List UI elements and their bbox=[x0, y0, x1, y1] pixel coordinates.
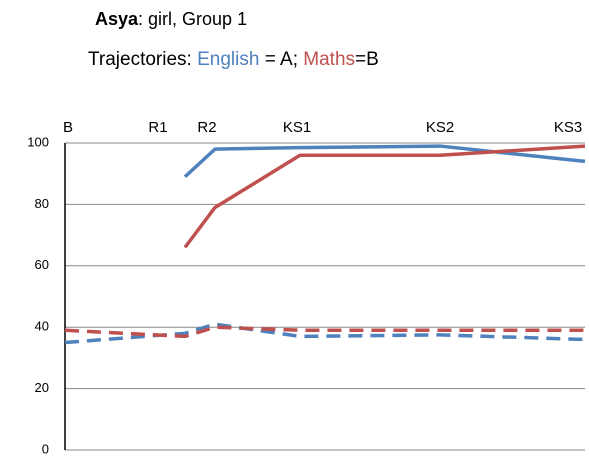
subtitle-maths: Maths bbox=[303, 49, 355, 70]
subtitle-part: Trajectories: bbox=[88, 49, 197, 70]
series-line bbox=[183, 144, 586, 249]
x-tick-label: R2 bbox=[197, 119, 216, 136]
y-tick-label: 0 bbox=[42, 441, 49, 456]
chart-title: Asya: girl, Group 1 bbox=[95, 9, 247, 29]
chart-subtitle: Trajectories: English = A; Maths=B bbox=[88, 49, 379, 70]
title-name: Asya bbox=[95, 9, 139, 29]
y-tick-label: 80 bbox=[35, 196, 49, 211]
x-tick-label: KS2 bbox=[426, 119, 454, 136]
x-tick-label: KS3 bbox=[554, 119, 582, 136]
y-tick-label: 20 bbox=[35, 380, 49, 395]
title-rest: : girl, Group 1 bbox=[138, 9, 247, 29]
subtitle-english: English bbox=[197, 49, 259, 70]
y-tick-label: 40 bbox=[35, 319, 49, 334]
x-tick-label: R1 bbox=[148, 119, 167, 136]
y-tick-label: 60 bbox=[35, 257, 49, 272]
subtitle-part: =B bbox=[355, 49, 379, 70]
x-tick-label: B bbox=[63, 119, 73, 136]
subtitle-part: = A; bbox=[259, 49, 303, 70]
y-tick-label: 100 bbox=[27, 134, 49, 149]
dashed-line bbox=[64, 325, 585, 339]
x-tick-label: KS1 bbox=[283, 119, 311, 136]
